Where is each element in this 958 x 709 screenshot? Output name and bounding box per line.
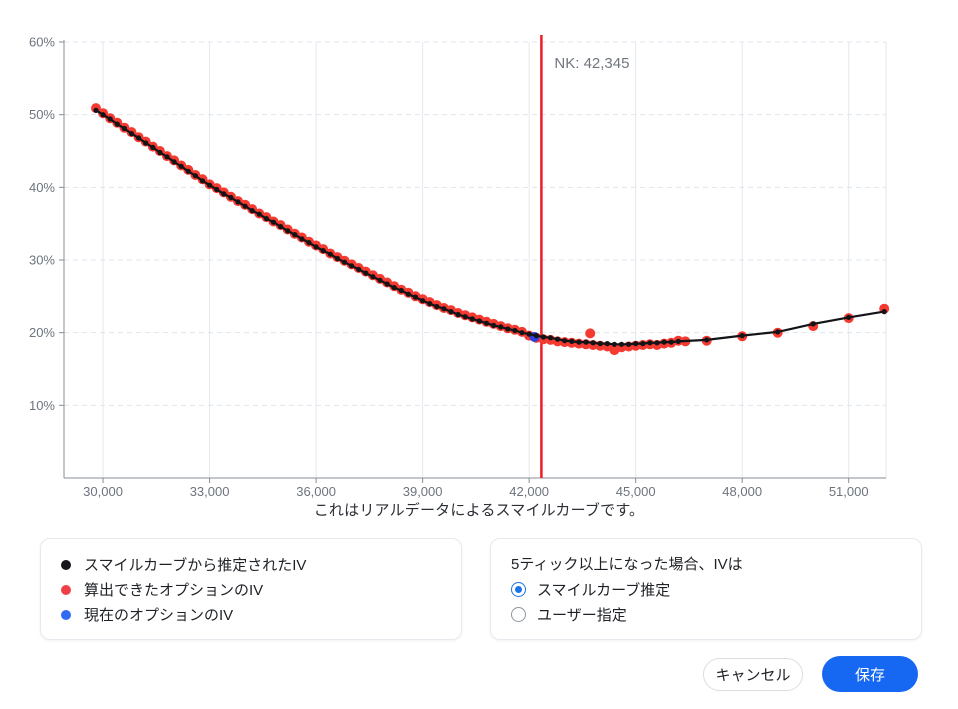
radio-option-label: スマイルカーブ推定 (537, 582, 671, 599)
legend-item-label: 現在のオプションのIV (84, 607, 234, 624)
black-dot-icon (61, 559, 71, 570)
radio-option-label: ユーザー指定 (537, 607, 627, 624)
legend-panel: スマイルカーブから推定されたIV 算出できたオプションのIV 現在のオプションの… (40, 538, 462, 640)
svg-text:20%: 20% (29, 325, 55, 340)
svg-text:30%: 30% (29, 253, 55, 268)
radio-option-smile-curve-estimate[interactable]: スマイルカーブ推定 (511, 577, 901, 602)
legend-item-calculated-iv: 算出できたオプションのIV (61, 577, 441, 602)
vline-label: NK: 42,345 (554, 55, 629, 72)
iv-options-panel: 5ティック以上になった場合、IVは スマイルカーブ推定 ユーザー指定 (490, 538, 922, 640)
chart-caption: これはリアルデータによるスマイルカーブです。 (313, 502, 645, 519)
svg-text:30,000: 30,000 (83, 484, 123, 499)
action-buttons: キャンセル 保存 (0, 655, 918, 693)
legend-item-label: 算出できたオプションのIV (84, 582, 264, 599)
save-button[interactable]: 保存 (822, 656, 918, 692)
smile-curve-plot: 10% 20% 30% 40% 50% 60% 30,000 33,000 36,000 39,0… (29, 35, 890, 499)
svg-text:42,000: 42,000 (509, 484, 549, 499)
svg-text:33,000: 33,000 (190, 484, 230, 499)
legend-item-label: スマイルカーブから推定されたIV (84, 557, 307, 574)
legend-item-estimated-iv: スマイルカーブから推定されたIV (61, 552, 441, 577)
svg-text:45,000: 45,000 (616, 484, 656, 499)
smile-curve-chart: 10% 20% 30% 40% 50% 60% 30,000 33,000 36,000 39,0… (29, 35, 890, 499)
svg-text:36,000: 36,000 (296, 484, 336, 499)
svg-text:40%: 40% (29, 180, 55, 195)
svg-text:10%: 10% (29, 398, 55, 413)
radio-inner-dot (515, 586, 522, 593)
radio-option-user-specified[interactable]: ユーザー指定 (511, 602, 901, 627)
svg-text:48,000: 48,000 (722, 484, 762, 499)
radio-selected-icon[interactable] (511, 582, 526, 597)
radio-unselected-icon[interactable] (511, 607, 526, 622)
blue-dot-icon (61, 609, 71, 620)
svg-text:60%: 60% (29, 35, 55, 50)
iv-options-title: 5ティック以上になった場合、IVは (511, 556, 743, 573)
svg-text:50%: 50% (29, 107, 55, 122)
cancel-button[interactable]: キャンセル (703, 657, 803, 691)
svg-text:39,000: 39,000 (403, 484, 443, 499)
red-dot-icon (61, 584, 71, 595)
legend-item-current-iv: 現在のオプションのIV (61, 602, 441, 627)
svg-text:51,000: 51,000 (829, 484, 869, 499)
